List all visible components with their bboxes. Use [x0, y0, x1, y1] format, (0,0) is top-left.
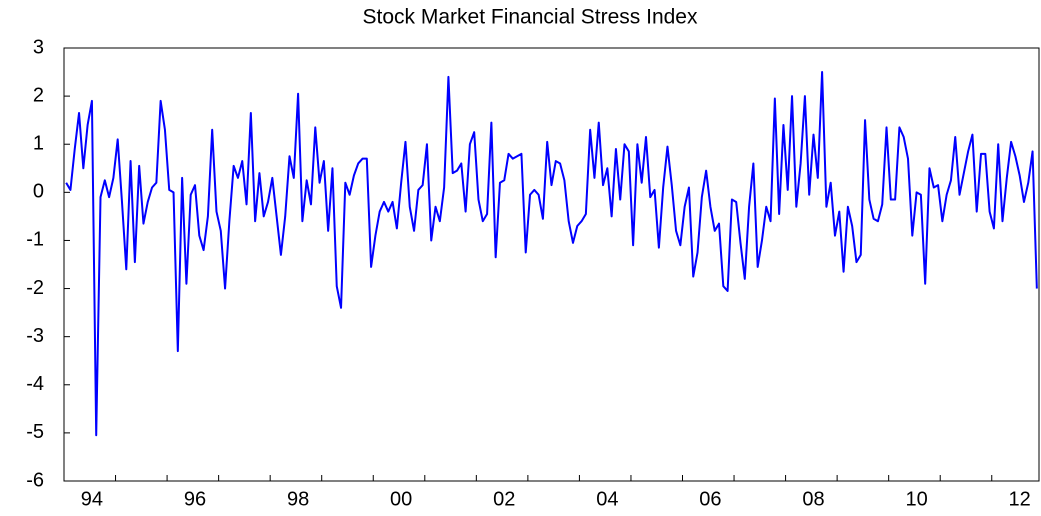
y-tick-label: 0	[33, 181, 44, 203]
y-tick-label: -3	[26, 325, 44, 347]
plot-frame	[63, 47, 1040, 482]
y-tick-label: -6	[26, 469, 44, 491]
series-line	[65, 71, 1038, 437]
x-tick-label: 96	[184, 488, 206, 510]
x-tick-label: 00	[390, 488, 412, 510]
x-tick-label: 04	[596, 488, 618, 510]
y-tick-label: 3	[33, 36, 44, 58]
x-tick-label: 98	[287, 488, 309, 510]
x-tick-label: 10	[905, 488, 927, 510]
x-tick-label: 12	[1009, 488, 1031, 510]
y-tick-label: -5	[26, 421, 44, 443]
chart-title: Stock Market Financial Stress Index	[363, 6, 698, 29]
x-tick-label: 02	[493, 488, 515, 510]
x-tick-label: 06	[699, 488, 721, 510]
x-tick-label: 94	[81, 488, 103, 510]
y-tick-label: -2	[26, 277, 44, 299]
y-tick-label: -4	[26, 373, 44, 395]
y-tick-label: 2	[33, 84, 44, 106]
x-tick-label: 08	[802, 488, 824, 510]
y-tick-label: 1	[33, 133, 44, 155]
y-tick-label: -1	[26, 229, 44, 251]
